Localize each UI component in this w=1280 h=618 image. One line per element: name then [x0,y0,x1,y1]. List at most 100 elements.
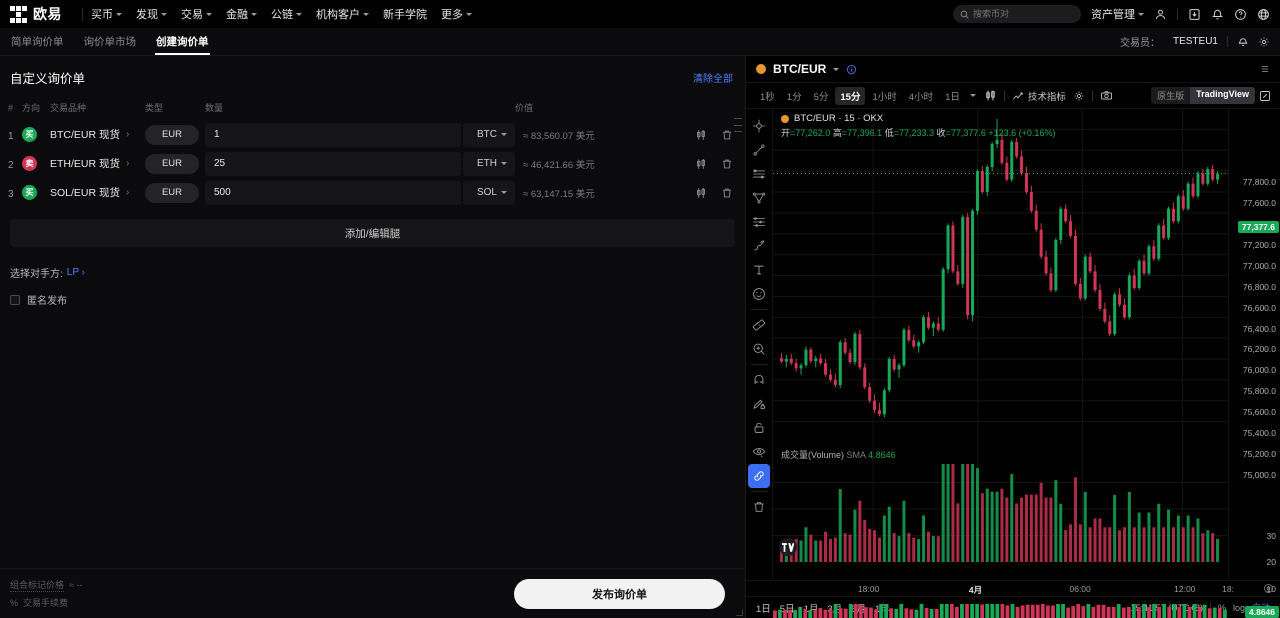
publish-rfq-button[interactable]: 发布询价单 [514,578,725,609]
timeframe-1d[interactable]: 1日 [945,91,960,103]
type-pill[interactable]: EUR [145,182,199,203]
info-icon[interactable] [846,64,857,75]
settings-gear-icon[interactable] [1258,36,1270,48]
text-icon[interactable] [748,258,770,282]
panel-resize-grip[interactable] [734,118,742,132]
symbol-selector[interactable]: SOL/EUR 现货 › [50,185,145,200]
scale-percent-button[interactable]: % [1217,602,1226,613]
unit-selector[interactable]: SOL [463,180,515,205]
help-icon[interactable] [1234,8,1247,21]
okx-logo[interactable]: 欧易 [10,4,62,24]
chart-settings-icon[interactable] [1073,90,1085,102]
alert-bell-icon[interactable] [1237,36,1249,48]
timeframe-1s[interactable]: 1秒 [760,91,775,103]
chart-plot[interactable]: BTC/EUR · 15 · OKX 开=77,262.0 高=77,396.1… [773,109,1228,580]
counterparty-selector[interactable]: LP › [67,267,85,278]
zoom-icon[interactable] [748,337,770,361]
nav-item-chain[interactable]: 公链 [271,6,302,22]
unit-selector[interactable]: ETH [463,151,515,176]
nav-item-trade[interactable]: 交易 [181,6,212,22]
chevron-down-icon[interactable] [969,94,976,97]
anonymous-publish-row[interactable]: 匿名发布 [0,280,745,307]
quantity-input[interactable]: 25 [205,151,461,176]
lock-icon[interactable] [748,416,770,440]
time-axis[interactable]: 18:00 4月 06:00 12:00 18: [746,580,1280,596]
unit-selector[interactable]: BTC [463,122,515,147]
direction-badge-buy[interactable]: 买 [22,127,37,142]
measure-icon[interactable] [748,313,770,337]
tab-rfq-market[interactable]: 询价单市场 [83,28,138,55]
magnet-icon[interactable] [748,368,770,392]
range-1d[interactable]: 1日 [756,603,771,615]
scale-log-button[interactable]: log [1232,602,1245,613]
nav-item-academy[interactable]: 新手学院 [383,6,427,22]
nav-item-finance[interactable]: 金融 [226,6,257,22]
search-box[interactable] [953,5,1081,23]
table-row[interactable]: 2 卖 ETH/EUR 现货 › EUR 25 ETH [0,149,745,178]
crosshair-icon[interactable] [748,114,770,138]
camera-snapshot-icon[interactable] [1100,89,1113,102]
nav-item-institutional[interactable]: 机构客户 [316,6,369,22]
bell-icon[interactable] [1211,8,1224,21]
brush-icon[interactable] [748,234,770,258]
trash-icon[interactable] [748,495,770,519]
quantity-input[interactable]: 500 [205,180,461,205]
chevron-down-icon[interactable] [833,67,840,71]
timeframe-4h[interactable]: 4小时 [908,91,934,103]
clear-all-button[interactable]: 清除全部 [693,74,733,85]
indicators-button[interactable]: 技术指标 [1012,89,1066,103]
trend-line-icon[interactable] [748,138,770,162]
candlestick-icon[interactable] [695,129,707,141]
link-icon[interactable] [748,464,770,488]
add-edit-leg-button[interactable]: 添加/编辑腿 [10,219,735,247]
chart-navigator[interactable] [773,604,1228,618]
tab-simple-rfq[interactable]: 简单询价单 [10,28,65,55]
type-pill[interactable]: EUR [145,124,199,145]
direction-badge-buy[interactable]: 买 [22,185,37,200]
draw-lock-icon[interactable] [748,392,770,416]
nav-item-discover[interactable]: 发现 [136,6,167,22]
symbol-selector[interactable]: BTC/EUR 现货 › [50,127,145,142]
direction-badge-sell[interactable]: 卖 [22,156,37,171]
tab-create-rfq[interactable]: 创建询价单 [155,28,210,55]
fullscreen-icon[interactable] [1259,90,1271,102]
eye-hide-icon[interactable] [748,440,770,464]
view-mode-native[interactable]: 原生版 [1157,91,1185,101]
user-icon[interactable] [1154,8,1167,21]
chart-type-icon[interactable] [984,89,997,102]
nav-item-more[interactable]: 更多 [441,6,472,22]
globe-icon[interactable] [1257,8,1270,21]
anonymous-checkbox[interactable] [10,294,20,305]
candlestick-icon[interactable] [695,187,707,199]
range-1mo[interactable]: 1月 [803,603,819,615]
timeframe-1m[interactable]: 1分 [786,91,802,103]
fib-retracement-icon[interactable] [748,210,770,234]
range-5d[interactable]: 5日 [779,603,795,615]
price-axis[interactable]: 77,800.077,600.077,400.077,200.077,000.0… [1228,109,1280,618]
range-6mo[interactable]: 6月 [851,603,866,615]
emoji-icon[interactable] [748,282,770,306]
horizontal-lines-icon[interactable] [748,162,770,186]
search-input[interactable] [973,9,1074,19]
chart-menu-icon[interactable] [1260,64,1270,74]
view-mode-tradingview[interactable]: TradingView [1190,87,1255,104]
nav-item-assets[interactable]: 资产管理 [1091,6,1144,22]
candlestick-icon[interactable] [695,158,707,170]
type-pill[interactable]: EUR [145,153,199,174]
panel-resize-corner[interactable] [736,609,743,616]
quantity-input[interactable]: 1 [205,122,461,147]
table-row[interactable]: 1 买 BTC/EUR 现货 › EUR 1 BTC [0,120,745,149]
symbol-selector[interactable]: ETH/EUR 现货 › [50,156,145,171]
table-row[interactable]: 3 买 SOL/EUR 现货 › EUR 500 SOL [0,178,745,207]
view-mode-segment: 原生版 TradingView [1151,87,1255,104]
delete-icon[interactable] [721,158,733,170]
download-icon[interactable] [1188,8,1201,21]
timeframe-15m[interactable]: 15分 [835,86,866,105]
timeframe-5m[interactable]: 5分 [813,91,829,103]
nav-item-buy-crypto[interactable]: 买币 [91,6,122,22]
delete-icon[interactable] [721,187,733,199]
time-axis-settings-icon[interactable] [1263,583,1274,594]
pitchfork-icon[interactable] [748,186,770,210]
delete-icon[interactable] [721,129,733,141]
timeframe-1h[interactable]: 1小时 [872,91,897,103]
